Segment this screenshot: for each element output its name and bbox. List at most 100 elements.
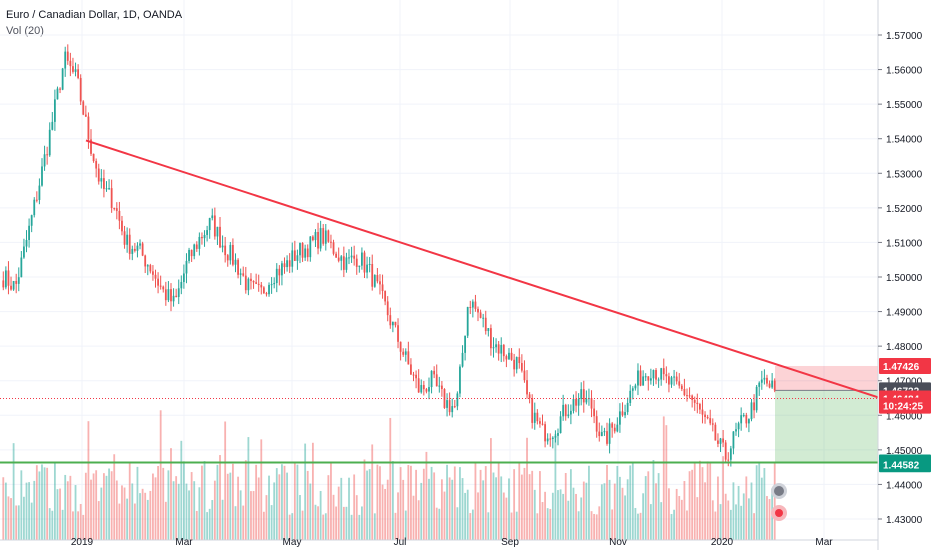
candle-body[interactable]	[453, 406, 456, 408]
candle-body[interactable]	[448, 400, 451, 413]
candle-body[interactable]	[28, 225, 30, 241]
candle-body[interactable]	[526, 380, 528, 395]
candle-body[interactable]	[358, 265, 361, 267]
candle-body[interactable]	[484, 317, 487, 332]
candle-body[interactable]	[265, 293, 268, 295]
candle-body[interactable]	[43, 154, 46, 167]
take-profit-zone[interactable]	[775, 390, 878, 463]
candle-body[interactable]	[577, 399, 580, 406]
candle-body[interactable]	[59, 88, 61, 90]
candle-body[interactable]	[306, 248, 309, 258]
candle-body[interactable]	[157, 278, 159, 286]
candle-body[interactable]	[381, 284, 384, 292]
candle-body[interactable]	[544, 424, 546, 442]
candle-body[interactable]	[206, 230, 209, 235]
candle-body[interactable]	[732, 431, 735, 449]
candle-body[interactable]	[232, 244, 234, 265]
candle-body[interactable]	[103, 178, 105, 189]
candle-body[interactable]	[2, 280, 5, 288]
candle-body[interactable]	[766, 377, 768, 384]
candle-body[interactable]	[551, 437, 554, 439]
candle-body[interactable]	[239, 273, 242, 275]
candle-body[interactable]	[647, 376, 650, 381]
candle-body[interactable]	[477, 308, 479, 313]
candle-body[interactable]	[495, 344, 497, 348]
candle-body[interactable]	[115, 208, 118, 211]
candle-body[interactable]	[637, 370, 639, 386]
candle-body[interactable]	[386, 301, 389, 316]
candle-body[interactable]	[742, 415, 745, 417]
candle-body[interactable]	[15, 280, 18, 284]
candle-body[interactable]	[255, 282, 258, 284]
candle-body[interactable]	[108, 188, 110, 190]
candle-body[interactable]	[82, 101, 85, 115]
candle-body[interactable]	[528, 394, 531, 399]
candle-body[interactable]	[407, 351, 410, 365]
candle-body[interactable]	[668, 376, 670, 385]
candle-body[interactable]	[608, 423, 611, 444]
candle-body[interactable]	[180, 281, 183, 289]
candle-body[interactable]	[182, 273, 185, 282]
candle-body[interactable]	[655, 370, 657, 380]
candle-body[interactable]	[208, 218, 211, 231]
candle-body[interactable]	[404, 351, 407, 355]
candle-body[interactable]	[456, 393, 459, 407]
candle-body[interactable]	[397, 325, 399, 342]
candle-body[interactable]	[575, 398, 577, 406]
candle-body[interactable]	[203, 234, 206, 239]
candle-body[interactable]	[195, 244, 198, 249]
candle-body[interactable]	[38, 185, 41, 200]
candle-body[interactable]	[598, 431, 601, 437]
candle-body[interactable]	[12, 280, 15, 290]
candle-body[interactable]	[353, 255, 356, 259]
candle-body[interactable]	[244, 275, 247, 291]
candle-body[interactable]	[549, 438, 552, 440]
candle-body[interactable]	[355, 258, 358, 267]
candle-body[interactable]	[366, 264, 368, 273]
candle-body[interactable]	[291, 250, 294, 267]
candle-body[interactable]	[4, 270, 7, 288]
candle-body[interactable]	[23, 246, 25, 258]
candle-body[interactable]	[773, 380, 776, 391]
candle-body[interactable]	[139, 243, 141, 246]
candle-body[interactable]	[293, 250, 296, 261]
candle-body[interactable]	[492, 347, 495, 349]
candle-body[interactable]	[110, 188, 113, 209]
candle-body[interactable]	[389, 315, 392, 326]
candle-body[interactable]	[296, 255, 299, 261]
candle-body[interactable]	[580, 389, 583, 400]
candle-body[interactable]	[250, 278, 252, 281]
candle-body[interactable]	[126, 234, 129, 245]
candle-body[interactable]	[430, 370, 433, 388]
candle-body[interactable]	[175, 295, 178, 297]
candle-body[interactable]	[469, 306, 472, 308]
event-marker[interactable]	[771, 505, 787, 521]
candle-body[interactable]	[722, 438, 725, 443]
candle-body[interactable]	[520, 363, 523, 371]
candle-body[interactable]	[619, 411, 621, 425]
candle-body[interactable]	[229, 244, 232, 261]
candle-body[interactable]	[631, 388, 634, 391]
candle-body[interactable]	[600, 432, 603, 437]
candle-body[interactable]	[84, 114, 87, 117]
candle-body[interactable]	[675, 376, 678, 382]
candle-body[interactable]	[371, 264, 374, 287]
candle-body[interactable]	[415, 374, 417, 379]
candle-body[interactable]	[698, 404, 701, 410]
candle-body[interactable]	[317, 231, 319, 249]
candle-body[interactable]	[136, 245, 139, 251]
candle-body[interactable]	[131, 248, 134, 254]
candle-body[interactable]	[20, 257, 23, 278]
candle-body[interactable]	[226, 255, 229, 261]
candle-body[interactable]	[128, 234, 131, 254]
candle-body[interactable]	[185, 260, 188, 274]
candle-body[interactable]	[350, 255, 353, 258]
candle-body[interactable]	[17, 277, 20, 284]
trendline[interactable]	[85, 139, 913, 410]
candle-body[interactable]	[554, 435, 557, 438]
candle-body[interactable]	[33, 199, 36, 216]
candle-body[interactable]	[177, 288, 180, 297]
candle-body[interactable]	[193, 244, 196, 257]
candle-body[interactable]	[149, 265, 152, 272]
candle-body[interactable]	[593, 408, 596, 417]
